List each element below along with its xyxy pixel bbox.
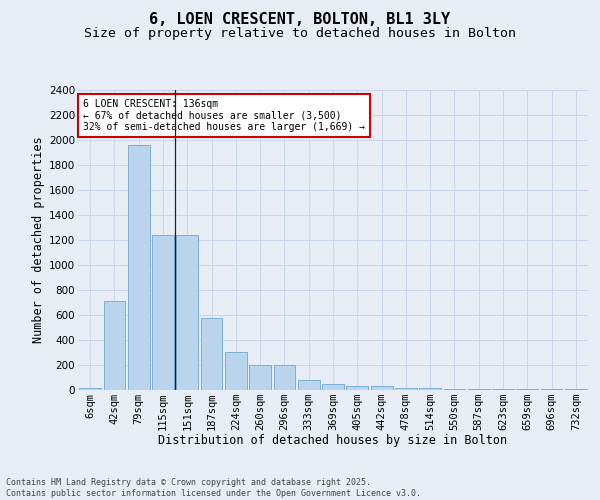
Text: Contains HM Land Registry data © Crown copyright and database right 2025.
Contai: Contains HM Land Registry data © Crown c… xyxy=(6,478,421,498)
Text: 6 LOEN CRESCENT: 136sqm
← 67% of detached houses are smaller (3,500)
32% of semi: 6 LOEN CRESCENT: 136sqm ← 67% of detache… xyxy=(83,99,365,132)
Text: Size of property relative to detached houses in Bolton: Size of property relative to detached ho… xyxy=(84,28,516,40)
Bar xyxy=(298,380,320,390)
Bar xyxy=(176,235,198,390)
Bar xyxy=(322,384,344,390)
Bar xyxy=(104,301,125,390)
Bar xyxy=(200,318,223,390)
Bar xyxy=(128,145,149,390)
Y-axis label: Number of detached properties: Number of detached properties xyxy=(32,136,45,344)
Bar xyxy=(79,388,101,390)
Bar xyxy=(249,365,271,390)
Bar xyxy=(346,386,368,390)
Text: 6, LOEN CRESCENT, BOLTON, BL1 3LY: 6, LOEN CRESCENT, BOLTON, BL1 3LY xyxy=(149,12,451,28)
Bar xyxy=(152,235,174,390)
Bar xyxy=(371,386,392,390)
X-axis label: Distribution of detached houses by size in Bolton: Distribution of detached houses by size … xyxy=(158,434,508,448)
Bar xyxy=(274,365,295,390)
Bar xyxy=(419,388,441,390)
Bar xyxy=(395,388,417,390)
Bar xyxy=(225,352,247,390)
